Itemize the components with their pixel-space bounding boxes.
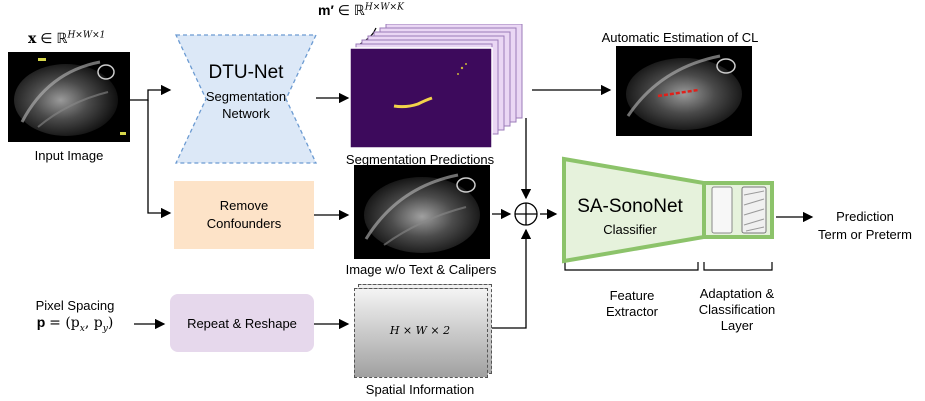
remove-confounders-line1: Remove xyxy=(219,198,269,213)
pixel-spacing-math: p = (px, py) xyxy=(36,314,114,334)
segmentation-stack xyxy=(350,24,523,149)
repeat-reshape-box xyxy=(170,294,314,352)
feature-extractor-line2: Extractor xyxy=(605,304,658,319)
dtunet-subtitle-2: Network xyxy=(222,106,270,121)
dtunet-shape xyxy=(174,34,318,164)
combine-node xyxy=(514,202,538,226)
adaptation-layer-block-2 xyxy=(741,186,767,234)
spatial-caption: Spatial Information xyxy=(365,382,475,397)
prediction-line2: Term or Preterm xyxy=(818,227,912,242)
cl-measurement-line xyxy=(657,88,699,98)
estimation-image xyxy=(616,46,752,136)
adaptation-line3: Layer xyxy=(720,318,754,333)
feature-extractor-brace xyxy=(564,262,699,271)
segmentation-caption: Segmentation Predictions xyxy=(345,152,495,167)
dtunet-subtitle-1: Segmentation xyxy=(205,89,287,104)
dtunet-title: DTU-Net xyxy=(208,62,284,83)
remove-confounders-line2: Confounders xyxy=(206,216,282,231)
adaptation-line1: Adaptation & xyxy=(699,286,775,301)
estimation-caption: Automatic Estimation of CL xyxy=(601,30,759,45)
sononet-title: SA-SonoNet xyxy=(577,196,683,217)
image-without-calipers xyxy=(354,165,490,259)
pixel-spacing-label: Pixel Spacing xyxy=(35,298,115,313)
image-wo-caption: Image w/o Text & Calipers xyxy=(345,262,497,277)
sononet-shape xyxy=(562,156,774,264)
segmentation-front-map xyxy=(350,47,493,149)
input-ultrasound-image xyxy=(8,52,130,142)
adaptation-line2: Classification xyxy=(698,302,776,317)
feature-extractor-line1: Feature xyxy=(609,288,655,303)
arrow-spatial-to-combine xyxy=(490,228,532,329)
repeat-reshape-label: Repeat & Reshape xyxy=(187,316,297,331)
adaptation-layer-block-1 xyxy=(711,186,733,234)
spatial-front-layer xyxy=(354,288,488,378)
spatial-dims: H × W × 2 xyxy=(389,324,451,337)
remove-confounders-box xyxy=(174,181,314,249)
input-math-label: x ∈ ℝH×W×1 xyxy=(28,30,106,47)
input-caption: Input Image xyxy=(34,148,104,163)
sononet-subtitle: Classifier xyxy=(603,222,657,237)
adaptation-brace xyxy=(703,262,773,271)
arrow-input-to-dtunet xyxy=(130,84,172,101)
segmentation-math-label: m′ ∈ ℝH×W×K xyxy=(318,2,404,18)
prediction-line1: Prediction xyxy=(836,209,894,224)
arrow-input-to-remove xyxy=(147,100,172,219)
